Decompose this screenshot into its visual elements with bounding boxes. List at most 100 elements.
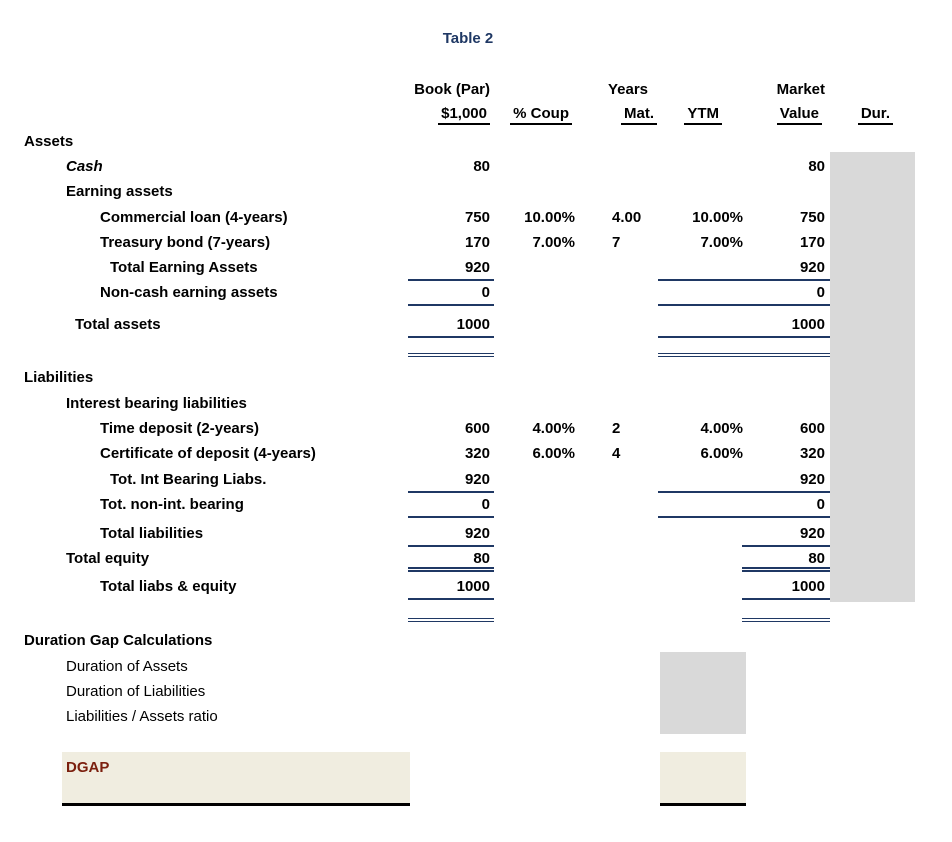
header-years: Years (607, 81, 649, 98)
row-total-int-bearing-liabs: Tot. Int Bearing Liabs. 920 920 (0, 467, 952, 493)
book-par-value: 0 (408, 280, 494, 306)
row-label: Cash (66, 158, 103, 175)
header-pct-coup: % Coup (510, 105, 572, 125)
row-label: Total liabilities (100, 525, 204, 542)
duration-results-input[interactable] (660, 652, 746, 734)
dgap-value-input[interactable] (660, 752, 746, 806)
book-par-value: 0 (408, 492, 494, 518)
book-par-value: 920 (408, 521, 494, 547)
row-total-assets: Total assets 1000 1000 (0, 312, 952, 338)
book-par-value: 80 (473, 158, 490, 175)
row-label: Duration of Assets (66, 658, 188, 675)
market-value: 920 (658, 255, 830, 281)
years-mat-value: 4.00 (612, 209, 642, 226)
header-book-par: Book (Par) (414, 81, 490, 98)
section-label: Duration Gap Calculations (24, 632, 213, 649)
market-value: 0 (658, 492, 830, 518)
book-par-value: 920 (408, 467, 494, 493)
row-duration-of-assets: Duration of Assets (0, 654, 952, 680)
row-total-earning-assets: Total Earning Assets 920 920 (0, 255, 952, 281)
row-liabilities-assets-ratio: Liabilities / Assets ratio (0, 704, 952, 730)
dgap-row-box: DGAP (62, 752, 410, 806)
page-title: Table 2 (442, 30, 494, 47)
row-treasury-bond: Treasury bond (7-years) 170 7.00% 7 7.00… (0, 230, 952, 256)
market-value: 920 (742, 521, 830, 547)
row-duration-of-liabilities: Duration of Liabilities (0, 679, 952, 705)
ytm-value: 7.00% (700, 234, 743, 251)
row-label: Commercial loan (4-years) (100, 209, 288, 226)
row-cash: Cash 80 80 (0, 154, 952, 180)
section-label: Assets (24, 133, 74, 150)
row-total-equity: Total equity 80 80 (0, 546, 952, 572)
pct-coup-value: 7.00% (532, 234, 575, 251)
row-label: Time deposit (2-years) (100, 420, 259, 437)
row-certificate-of-deposit: Certificate of deposit (4-years) 320 6.0… (0, 441, 952, 467)
ytm-value: 10.00% (692, 209, 743, 226)
header-market: Market (776, 81, 825, 98)
row-label: Liabilities / Assets ratio (66, 708, 218, 725)
book-par-value: 80 (408, 546, 494, 572)
row-label: Total assets (75, 316, 161, 333)
dgap-label: DGAP (66, 759, 110, 776)
section-interest-bearing-liabilities: Interest bearing liabilities (0, 391, 952, 417)
dur-input-column[interactable] (830, 152, 915, 602)
market-value: 1000 (658, 312, 830, 338)
section-duration-gap-calculations: Duration Gap Calculations (0, 628, 952, 654)
ytm-value: 6.00% (700, 445, 743, 462)
row-label: Total liabs & equity (100, 578, 237, 595)
book-par-value: 750 (464, 209, 490, 226)
row-label: Tot. Int Bearing Liabs. (110, 471, 267, 488)
row-label: Non-cash earning assets (100, 284, 278, 301)
header-book-amount: $1,000 (438, 105, 490, 125)
ytm-value: 4.00% (700, 420, 743, 437)
row-tot-non-int-bearing: Tot. non-int. bearing 0 0 (0, 492, 952, 518)
row-label: Total Earning Assets (110, 259, 258, 276)
pct-coup-value: 6.00% (532, 445, 575, 462)
row-total-liabilities: Total liabilities 920 920 (0, 521, 952, 547)
market-value: 80 (808, 158, 825, 175)
section-label: Interest bearing liabilities (66, 395, 247, 412)
book-par-value: 1000 (408, 312, 494, 338)
book-par-value: 320 (464, 445, 490, 462)
years-mat-value: 2 (612, 420, 621, 437)
market-value: 1000 (742, 574, 830, 600)
pct-coup-value: 10.00% (524, 209, 575, 226)
header-mat: Mat. (621, 105, 657, 125)
row-commercial-loan: Commercial loan (4-years) 750 10.00% 4.0… (0, 205, 952, 231)
row-time-deposit: Time deposit (2-years) 600 4.00% 2 4.00%… (0, 416, 952, 442)
double-rule (742, 618, 830, 622)
header-market-value: Value (776, 105, 822, 125)
book-par-value: 920 (408, 255, 494, 281)
row-non-cash-earning-assets: Non-cash earning assets 0 0 (0, 280, 952, 306)
double-rule (658, 353, 830, 357)
market-value: 170 (799, 234, 825, 251)
years-mat-value: 7 (612, 234, 621, 251)
section-label: Liabilities (24, 369, 94, 386)
row-label: Certificate of deposit (4-years) (100, 445, 316, 462)
double-rule (408, 618, 494, 622)
section-assets: Assets (0, 129, 952, 155)
market-value: 920 (658, 467, 830, 493)
row-label: Tot. non-int. bearing (100, 496, 244, 513)
market-value: 320 (799, 445, 825, 462)
pct-coup-value: 4.00% (532, 420, 575, 437)
row-total-liabs-equity: Total liabs & equity 1000 1000 (0, 574, 952, 600)
years-mat-value: 4 (612, 445, 621, 462)
row-label: Total equity (66, 550, 150, 567)
header-dur: Dur. (857, 105, 893, 125)
book-par-value: 600 (464, 420, 490, 437)
market-value: 80 (742, 546, 830, 572)
section-liabilities: Liabilities (0, 365, 952, 391)
book-par-value: 170 (464, 234, 490, 251)
row-label: Duration of Liabilities (66, 683, 206, 700)
book-par-value: 1000 (408, 574, 494, 600)
market-value: 750 (799, 209, 825, 226)
section-earning-assets: Earning assets (0, 179, 952, 205)
market-value: 600 (799, 420, 825, 437)
double-rule (408, 353, 494, 357)
row-label: Treasury bond (7-years) (100, 234, 271, 251)
section-label: Earning assets (66, 183, 173, 200)
market-value: 0 (658, 280, 830, 306)
header-ytm: YTM (684, 105, 722, 125)
